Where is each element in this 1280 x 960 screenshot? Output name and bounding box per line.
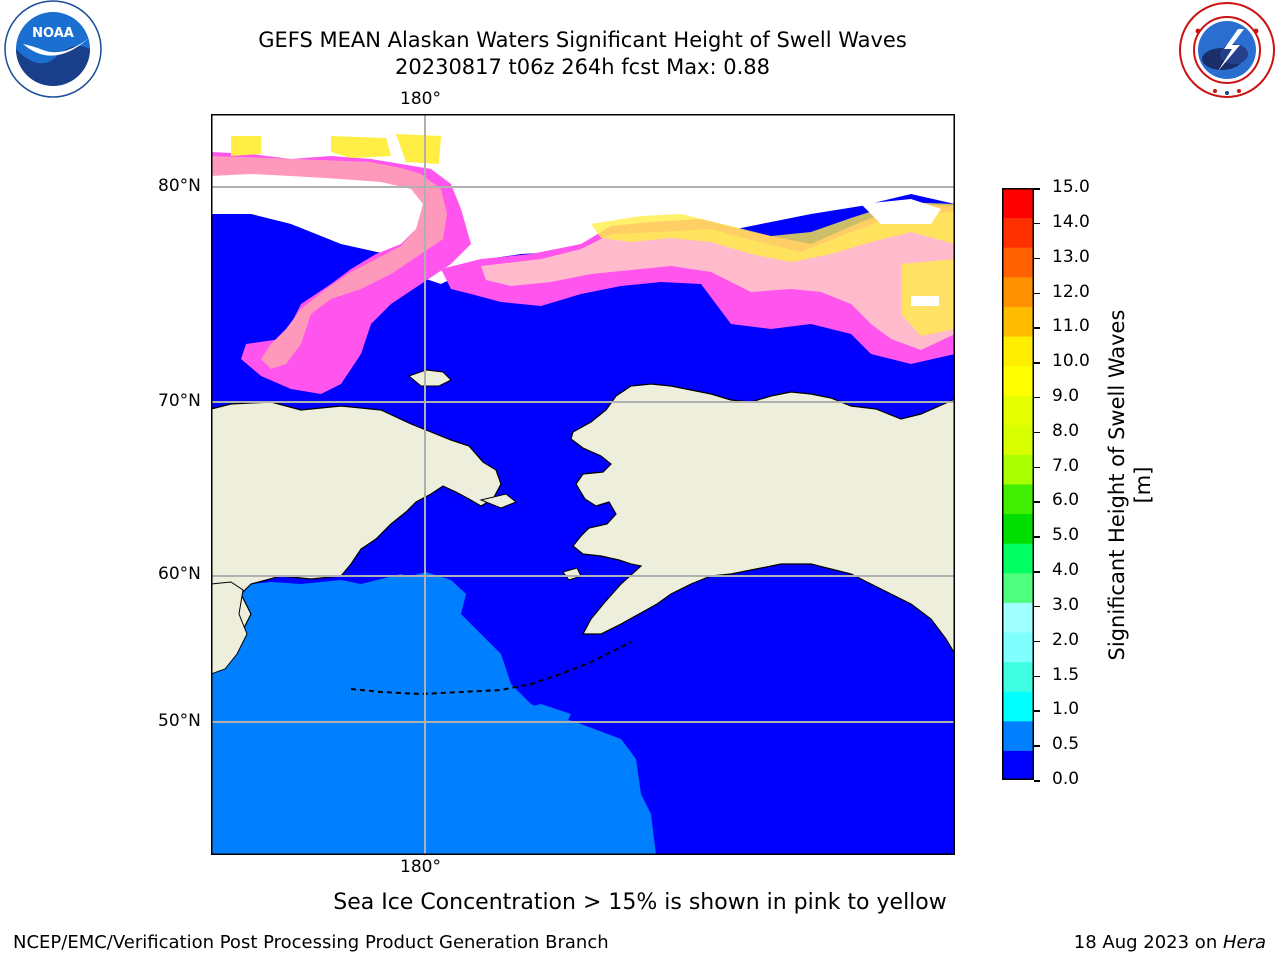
colorbar-tick-mark	[1034, 536, 1040, 538]
sea-ice-pink	[211, 152, 471, 394]
colorbar-tick-mark	[1034, 640, 1040, 643]
noaa-logo-text: NOAA	[32, 26, 74, 41]
colorbar-segment	[1002, 543, 1034, 574]
sea-ice-yellow	[231, 136, 261, 156]
colorbar-segment	[1002, 691, 1034, 722]
sea-ice-yellow	[591, 202, 955, 262]
sea-ice-salmon	[211, 156, 447, 369]
graticule	[211, 114, 955, 855]
land-st-lawrence-island	[479, 493, 517, 509]
lat-label-50n: 50°N	[158, 711, 201, 731]
lat-label-70n: 70°N	[158, 391, 201, 411]
colorbar-segment	[1002, 632, 1034, 663]
land-siberia	[211, 401, 502, 663]
swell-patch	[361, 574, 441, 624]
sea-ice-yellow	[331, 136, 391, 158]
aleutian-islands	[350, 641, 632, 696]
colorbar-tick-mark	[1034, 188, 1040, 190]
footer-host: Hera	[1222, 932, 1266, 953]
land-alaska	[570, 383, 955, 656]
footer-right: 18 Aug 2023 on Hera	[1074, 932, 1266, 953]
colorbar-tick-label: 3.0	[1052, 594, 1080, 615]
nws-logo	[1178, 1, 1276, 99]
colorbar-segment	[1002, 395, 1034, 426]
colorbar-segment	[1002, 424, 1034, 455]
land-kamchatka	[211, 581, 248, 675]
colorbar-segment	[1002, 484, 1034, 515]
colorbar-tick-mark	[1034, 222, 1040, 225]
chart-title: GEFS MEAN Alaskan Waters Significant Hei…	[258, 28, 907, 52]
no-data-area	[861, 199, 941, 224]
colorbar-segment	[1002, 720, 1034, 751]
colorbar-segment	[1002, 661, 1034, 692]
colorbar-tick-mark	[1034, 431, 1040, 434]
colorbar-tick-label: 7.0	[1052, 455, 1080, 476]
colorbar-tick-mark	[1034, 571, 1040, 573]
colorbar-tick-label: 1.5	[1052, 664, 1080, 685]
colorbar-tick-label: 14.0	[1052, 211, 1090, 232]
sea-ice-note: Sea Ice Concentration > 15% is shown in …	[333, 890, 947, 915]
colorbar-tick-label: 2.0	[1052, 629, 1080, 650]
colorbar-tick-mark	[1034, 675, 1040, 677]
lon-label-top: 180°	[400, 89, 441, 109]
colorbar-tick-mark	[1034, 292, 1040, 294]
colorbar-tick-mark	[1034, 501, 1040, 503]
sea-ice-yellow	[396, 134, 441, 164]
colorbar-tick-label: 4.0	[1052, 560, 1080, 581]
colorbar-tick-label: 13.0	[1052, 246, 1090, 267]
colorbar-segment	[1002, 188, 1034, 219]
colorbar-tick-label: 1.0	[1052, 699, 1080, 720]
footer-left: NCEP/EMC/Verification Post Processing Pr…	[13, 932, 609, 953]
no-data-area	[211, 114, 955, 284]
lat-label-80n: 80°N	[158, 176, 201, 196]
colorbar-segment	[1002, 306, 1034, 337]
colorbar-label: Significant Height of Swell Waves [m]	[1105, 309, 1155, 661]
colorbar-tick-mark	[1034, 605, 1040, 608]
colorbar-segment	[1002, 217, 1034, 248]
colorbar-tick-mark	[1034, 257, 1040, 260]
colorbar-segment	[1002, 513, 1034, 544]
map-panel	[211, 114, 955, 855]
colorbar-tick-label: 8.0	[1052, 420, 1080, 441]
footer-date: 18 Aug 2023 on	[1073, 932, 1223, 953]
swell-patch	[266, 584, 321, 644]
colorbar-tick-label: 10.0	[1052, 351, 1090, 372]
colorbar-tick-mark	[1034, 710, 1040, 712]
lat-label-60n: 60°N	[158, 564, 201, 584]
colorbar-tick-label: 12.0	[1052, 281, 1090, 302]
colorbar	[1002, 188, 1034, 781]
colorbar-segment	[1002, 572, 1034, 603]
colorbar-tick-mark	[1034, 780, 1040, 782]
colorbar-tick-mark	[1034, 362, 1040, 364]
lon-label-bottom: 180°	[400, 857, 441, 877]
colorbar-segment	[1002, 750, 1034, 781]
colorbar-tick-label: 0.5	[1052, 734, 1080, 755]
colorbar-segment	[1002, 336, 1034, 367]
colorbar-tick-label: 5.0	[1052, 525, 1080, 546]
noaa-logo: NOAA	[3, 0, 103, 100]
colorbar-tick-label: 11.0	[1052, 316, 1090, 337]
colorbar-tick-label: 9.0	[1052, 385, 1080, 406]
colorbar-tick-label: 15.0	[1052, 177, 1090, 197]
colorbar-segment	[1002, 454, 1034, 485]
map-frame	[211, 114, 955, 855]
colorbar-tick-mark	[1034, 466, 1040, 469]
swell-region-medium	[211, 572, 656, 855]
chart-subtitle: 20230817 t06z 264h fcst Max: 0.88	[395, 55, 770, 79]
colorbar-tick-label: 6.0	[1052, 490, 1080, 511]
colorbar-tick-mark	[1034, 327, 1040, 329]
colorbar-segment	[1002, 602, 1034, 633]
colorbar-segment	[1002, 247, 1034, 278]
colorbar-segment	[1002, 365, 1034, 396]
colorbar-tick-mark	[1034, 745, 1040, 747]
colorbar-tick-mark	[1034, 396, 1040, 399]
colorbar-tick-label: 0.0	[1052, 769, 1080, 789]
colorbar-segment	[1002, 276, 1034, 307]
